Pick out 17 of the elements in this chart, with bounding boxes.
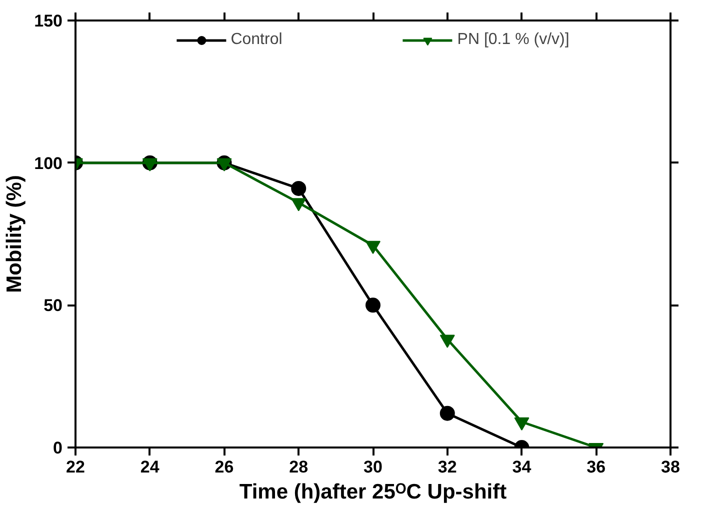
x-tick-label: 28 [289, 458, 308, 476]
x-tick-label: 30 [364, 458, 382, 476]
y-tick-label: 50 [44, 296, 63, 316]
y-tick-label: 150 [34, 12, 63, 30]
y-tick-label: 0 [53, 438, 63, 458]
x-tick-label: 32 [438, 458, 457, 476]
y-axis-title: Mobility (%) [3, 175, 26, 293]
x-tick-label: 38 [661, 458, 680, 476]
x-tick-label: 34 [512, 458, 532, 476]
legend-label: Control [230, 31, 282, 49]
legend-label: PN [0.1 % (v/v)] [457, 31, 570, 49]
x-tick-label: 22 [66, 458, 85, 476]
x-axis-title: Time (h)after 25ᴼC Up-shift [239, 480, 507, 504]
x-tick-label: 36 [586, 458, 606, 476]
y-tick-label: 100 [34, 154, 63, 173]
x-tick-label: 24 [140, 458, 160, 476]
x-tick-label: 26 [214, 458, 234, 476]
